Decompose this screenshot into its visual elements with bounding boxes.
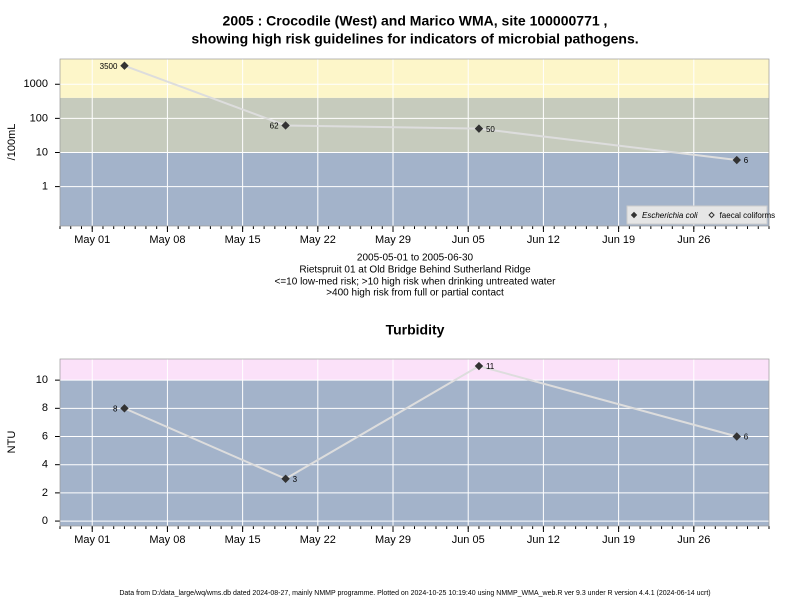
data-label: 6 <box>744 433 749 442</box>
footer: Data from D:/data_large/wq/wms.db dated … <box>119 590 710 597</box>
chart-title: 2005 : Crocodile (West) and Marico WMA, … <box>223 13 608 29</box>
x-tick-label: Jun 19 <box>602 234 635 246</box>
data-point <box>281 474 290 483</box>
y-axis-label: /100mL <box>6 124 18 161</box>
x-tick-label: Jun 05 <box>452 234 485 246</box>
data-label: 3 <box>293 475 298 484</box>
annotation: 2005-05-01 to 2005-06-30 <box>357 253 474 264</box>
annotation: <=10 low-med risk; >10 high risk when dr… <box>275 277 557 288</box>
data-point <box>120 61 129 70</box>
data-point <box>120 404 129 413</box>
x-tick-label: May 22 <box>300 534 336 546</box>
legend-box <box>626 205 768 225</box>
data-label: 62 <box>270 122 279 131</box>
chart-title: Turbidity <box>386 322 445 338</box>
x-tick-label: May 01 <box>74 234 110 246</box>
data-label: 8 <box>113 404 118 413</box>
y-tick-label: 1 <box>42 181 48 193</box>
y-tick-label: 2 <box>42 487 48 499</box>
risk-band <box>60 97 769 153</box>
risk-band <box>60 380 769 526</box>
plot-frame <box>59 58 770 227</box>
data-point <box>474 124 484 133</box>
x-tick-label: Jun 12 <box>527 534 560 546</box>
chart-title: showing high risk guidelines for indicat… <box>191 31 638 47</box>
x-tick-label: Jun 19 <box>602 534 635 546</box>
x-tick-label: May 15 <box>225 234 261 246</box>
x-tick-label: Jun 12 <box>527 234 560 246</box>
risk-band <box>60 359 769 381</box>
x-tick-label: May 22 <box>300 234 336 246</box>
x-tick-label: May 08 <box>149 534 185 546</box>
series-line <box>124 64 737 162</box>
x-tick-label: Jun 05 <box>452 534 485 546</box>
y-tick-label: 0 <box>42 515 48 527</box>
x-tick-label: May 15 <box>225 534 261 546</box>
y-tick-label: 6 <box>42 430 48 442</box>
data-label: 11 <box>486 362 495 371</box>
data-point <box>732 155 741 165</box>
annotation: >400 high risk from full or partial cont… <box>326 288 504 299</box>
x-tick-label: May 29 <box>375 534 411 546</box>
y-tick-label: 4 <box>42 459 48 471</box>
data-label: 6 <box>744 156 749 165</box>
data-point <box>732 432 741 441</box>
x-tick-label: May 08 <box>149 234 185 246</box>
plot-frame <box>59 358 770 527</box>
data-label: 50 <box>486 125 495 134</box>
data-point <box>281 121 290 130</box>
y-axis-label: NTU <box>6 431 18 454</box>
y-tick-label: 10 <box>36 146 48 158</box>
x-tick-label: Jun 26 <box>677 234 710 246</box>
y-tick-label: 8 <box>42 402 48 414</box>
legend: Escherichia coli faecal coliforms <box>626 205 776 225</box>
legend-marker <box>630 211 638 219</box>
data-point <box>474 361 484 371</box>
series-line <box>124 364 738 480</box>
y-tick-label: 100 <box>30 112 48 124</box>
x-tick-label: May 29 <box>375 234 411 246</box>
risk-band <box>60 59 769 98</box>
x-tick-label: Jun 26 <box>677 534 710 546</box>
x-tick-label: May 01 <box>74 534 110 546</box>
y-tick-label: 1000 <box>24 78 48 90</box>
legend-marker <box>708 211 715 219</box>
annotation: Rietspruit 01 at Old Bridge Behind Suthe… <box>299 265 531 276</box>
data-label: 3500 <box>100 62 118 71</box>
y-tick-label: 10 <box>36 374 48 386</box>
legend-label: faecal coliforms <box>720 211 776 220</box>
legend-label: Escherichia coli <box>642 211 698 220</box>
